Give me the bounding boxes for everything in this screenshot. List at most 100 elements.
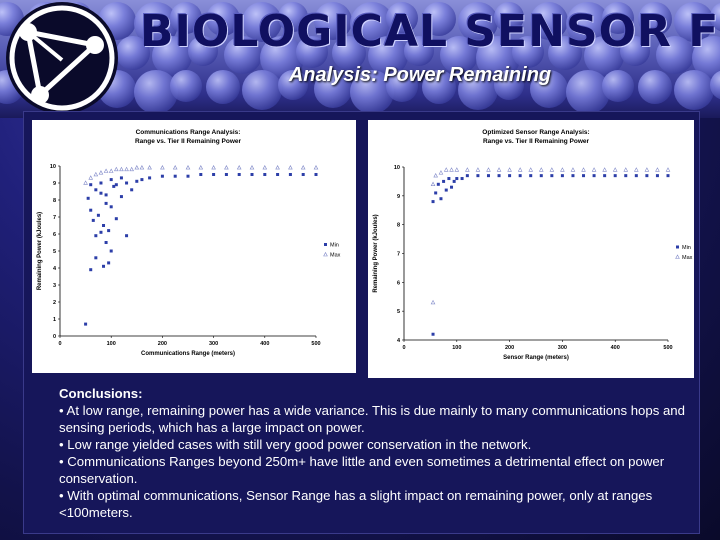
min-point — [91, 218, 95, 222]
legend-label: Max — [330, 253, 341, 259]
y-tick-label: 8 — [53, 198, 56, 204]
background-bubble — [242, 70, 282, 110]
background-bubble — [242, 2, 282, 42]
y-tick-label: 7 — [53, 215, 56, 221]
x-tick-label: 0 — [402, 345, 405, 351]
background-bubble — [548, 36, 582, 70]
max-point — [129, 166, 134, 172]
background-bubble — [512, 36, 544, 68]
min-point — [476, 174, 480, 178]
conclusion-item: • Communications Ranges beyond 250m+ hav… — [59, 454, 665, 486]
y-tick-label: 5 — [397, 309, 400, 315]
min-point — [634, 174, 638, 178]
background-bubble — [494, 70, 524, 100]
background-bubble — [620, 36, 650, 66]
max-point — [486, 167, 491, 172]
min-point — [224, 173, 228, 176]
legend-min-marker — [676, 245, 679, 249]
max-point — [454, 167, 460, 172]
min-point — [94, 188, 98, 192]
min-point — [460, 177, 464, 181]
legend-max-marker — [675, 254, 680, 259]
min-point — [140, 178, 144, 182]
max-point — [185, 165, 191, 170]
max-point — [438, 170, 444, 175]
y-tick-label: 9 — [53, 181, 56, 187]
min-point — [130, 188, 134, 192]
min-point — [199, 173, 203, 176]
min-point — [237, 173, 241, 176]
background-bubble — [638, 2, 672, 36]
max-point — [262, 165, 268, 170]
max-point — [430, 181, 436, 186]
x-tick-label: 100 — [452, 345, 461, 351]
background-bubble — [404, 36, 434, 66]
background-bubble — [674, 2, 714, 42]
min-point — [571, 174, 575, 178]
max-point — [98, 170, 104, 175]
min-point — [301, 173, 305, 176]
min-point — [186, 174, 190, 178]
max-point — [249, 165, 255, 170]
min-point — [94, 256, 98, 260]
min-point — [84, 322, 88, 326]
max-point — [275, 165, 280, 170]
min-point — [160, 174, 164, 178]
max-point — [560, 167, 565, 172]
min-point — [436, 182, 440, 186]
x-tick-label: 400 — [611, 345, 620, 351]
min-point — [89, 208, 93, 212]
min-point — [148, 176, 152, 180]
max-point — [570, 167, 576, 172]
min-point — [314, 173, 318, 176]
min-point — [250, 173, 254, 176]
legend-label: Min — [330, 243, 339, 249]
min-point — [431, 332, 435, 336]
background-bubble — [386, 2, 418, 34]
chart-subtitle: Range vs. Tier II Remaining Power — [483, 138, 590, 145]
min-point — [109, 205, 113, 209]
max-point — [198, 165, 204, 170]
conclusions-heading: Conclusions: — [59, 386, 143, 401]
max-point — [124, 166, 129, 172]
min-point — [450, 185, 454, 189]
chart-title: Communications Range Analysis: — [136, 129, 241, 136]
background-bubble — [530, 70, 568, 108]
min-point — [107, 229, 111, 233]
conclusion-item: • At low range, remaining power has a wi… — [59, 403, 685, 435]
communications-range-chart: Communications Range Analysis: Range vs. … — [32, 120, 356, 373]
max-point — [88, 175, 94, 180]
background-bubble — [584, 36, 624, 76]
biohazard-network-icon — [6, 2, 118, 114]
min-point — [114, 217, 118, 221]
max-point — [507, 167, 512, 172]
y-tick-label: 6 — [53, 232, 56, 238]
max-point — [119, 166, 124, 172]
legend-label: Max — [682, 255, 693, 261]
min-point — [645, 174, 649, 178]
max-point — [465, 167, 470, 172]
max-point — [443, 167, 449, 172]
min-point — [550, 174, 554, 178]
min-point — [518, 174, 522, 178]
min-point — [465, 174, 469, 178]
slide-subtitle: Analysis: Power Remaining — [288, 64, 552, 86]
y-axis-label: Remaining Power (kJoules) — [373, 214, 379, 292]
legend-max-marker — [323, 251, 328, 257]
conclusion-item: • With optimal communications, Sensor Ra… — [59, 488, 653, 520]
background-bubble — [314, 70, 352, 108]
max-point — [313, 165, 319, 170]
max-point — [623, 167, 629, 172]
background-bubble — [170, 70, 202, 102]
x-tick-label: 0 — [58, 341, 61, 347]
min-point — [96, 213, 100, 217]
max-point — [449, 167, 454, 172]
min-point — [114, 183, 118, 187]
max-point — [528, 167, 534, 172]
y-tick-label: 9 — [397, 194, 400, 200]
max-point — [591, 167, 597, 172]
min-point — [263, 173, 267, 176]
min-point — [119, 176, 123, 180]
min-point — [529, 174, 533, 178]
min-point — [94, 234, 98, 238]
